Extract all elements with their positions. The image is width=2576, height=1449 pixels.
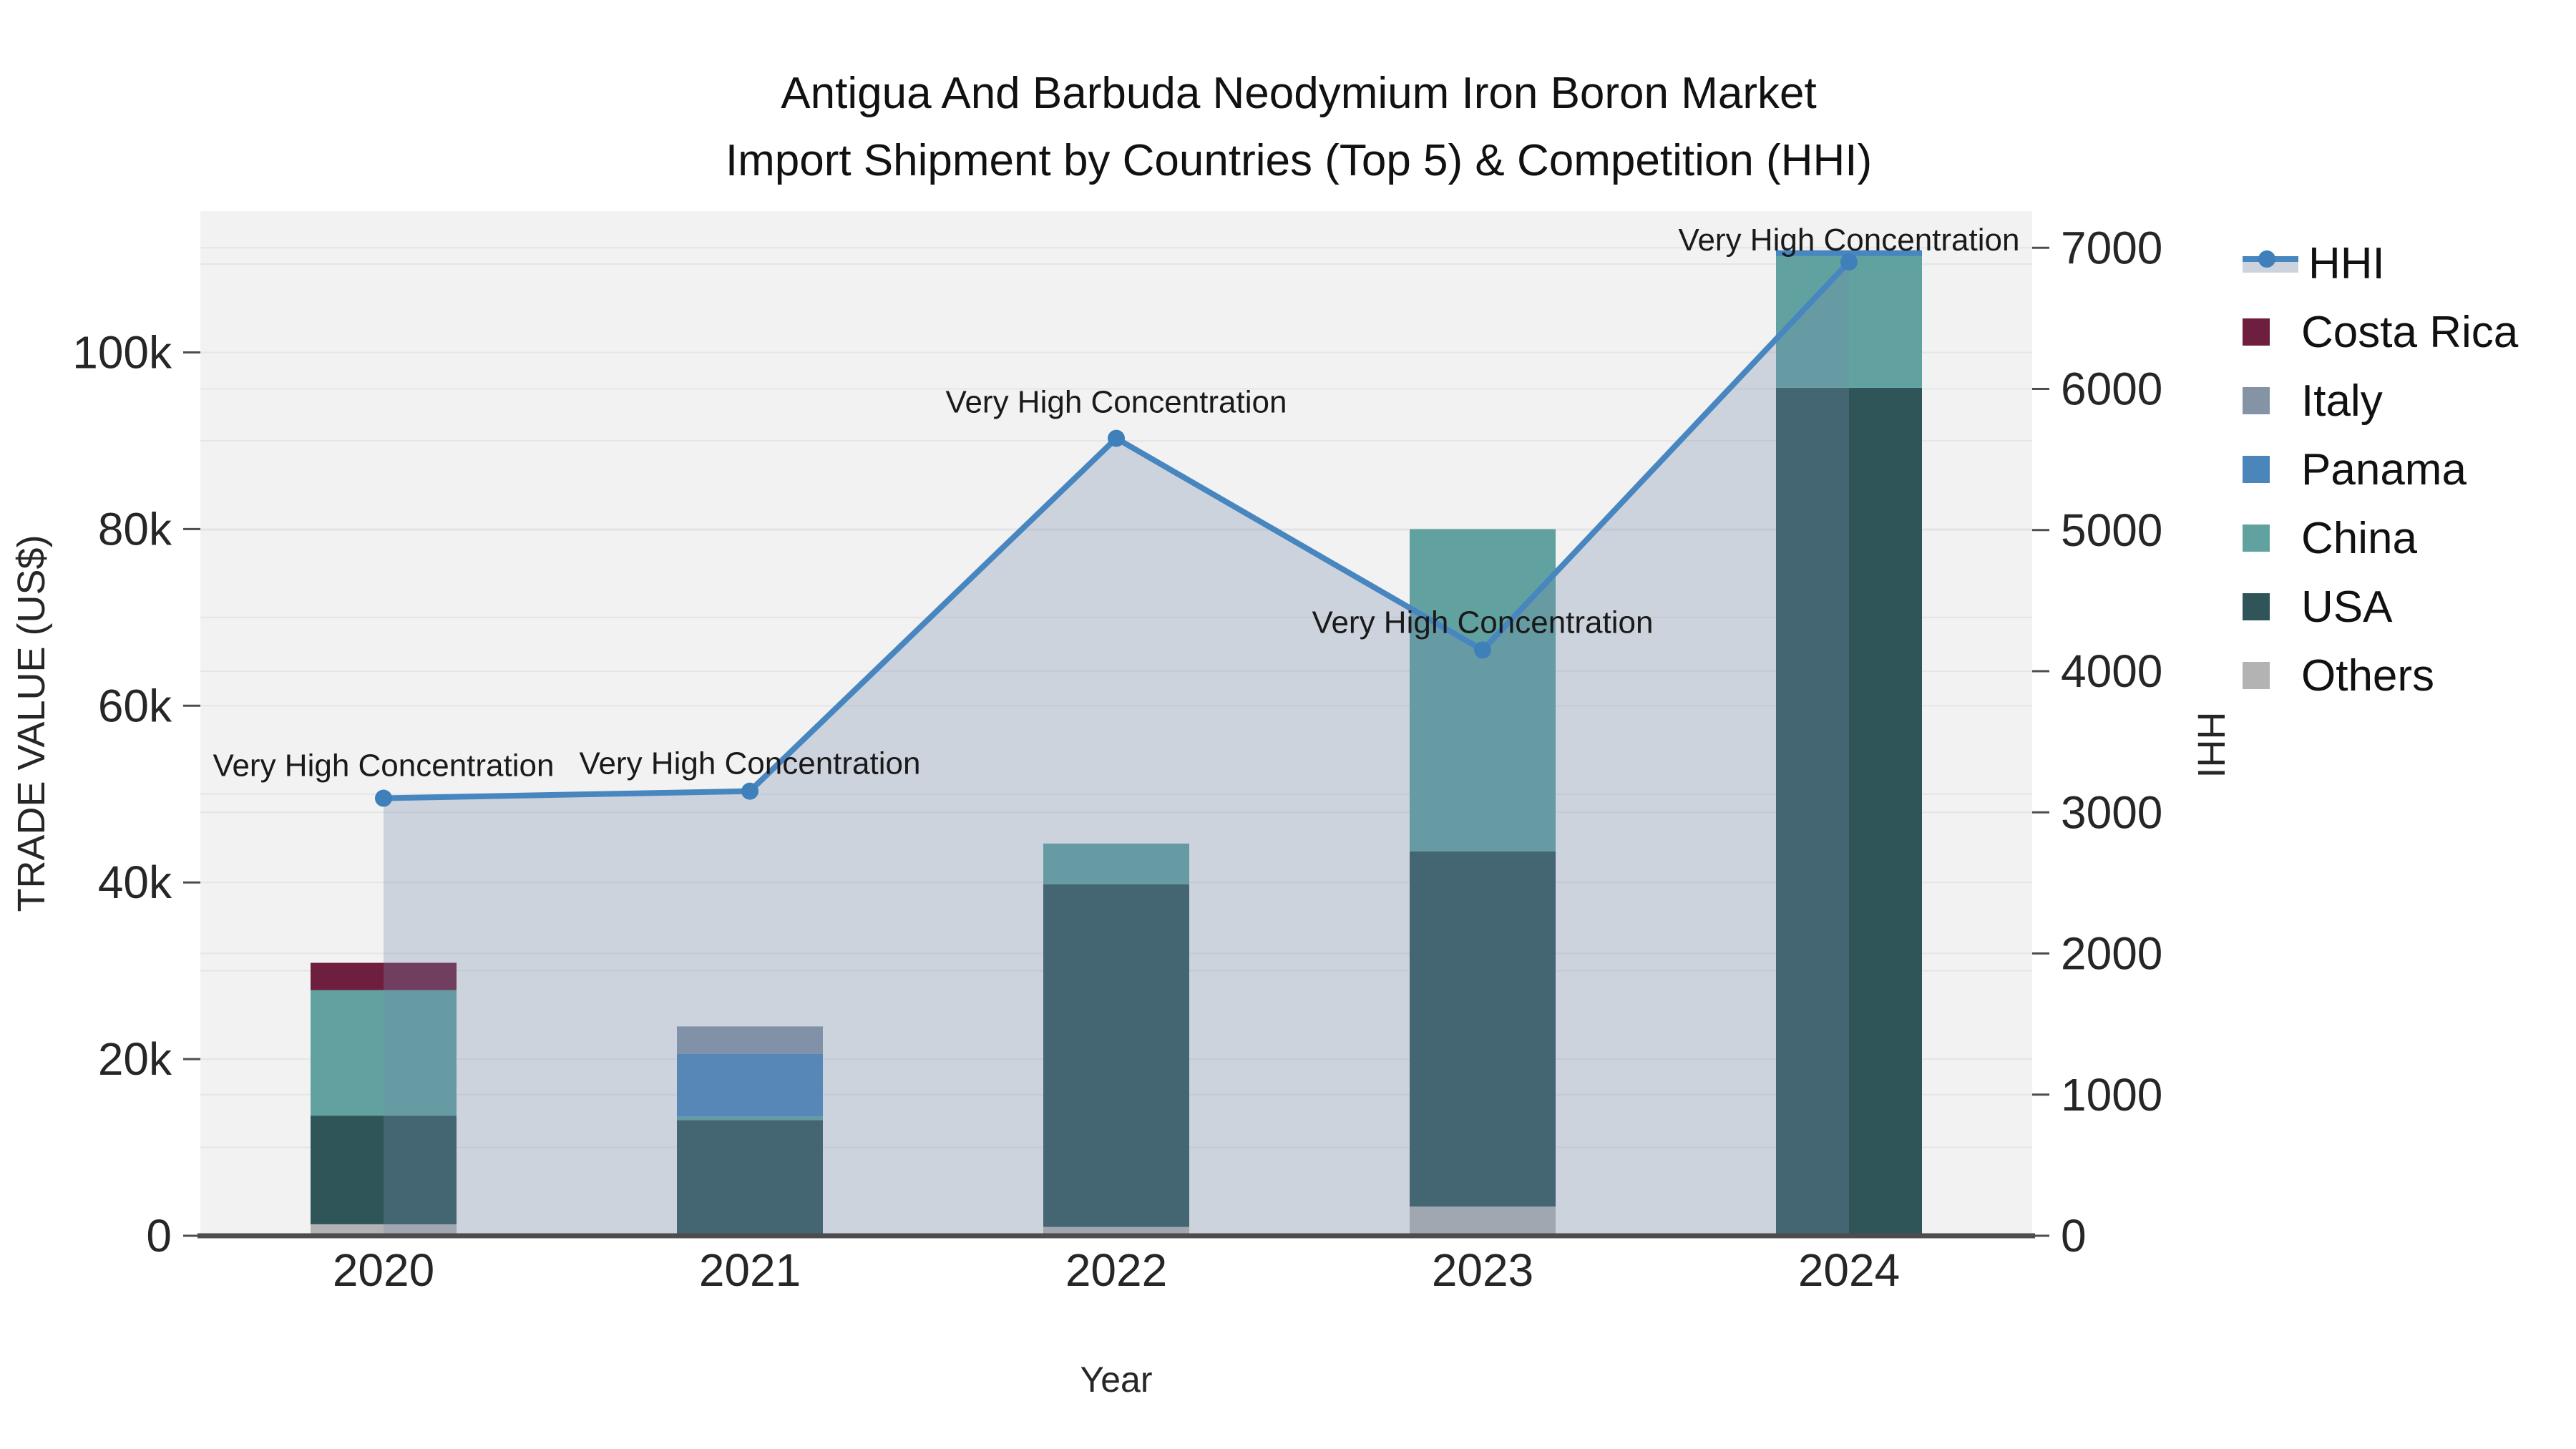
y-left-tick-label: 20k	[98, 1033, 172, 1085]
bar-segment-costa-rica-2020[interactable]	[311, 962, 457, 990]
bar-segment-usa-2021[interactable]	[677, 1120, 823, 1236]
hhi-point-2022[interactable]	[1108, 429, 1125, 447]
legend-label-italy: Italy	[2301, 376, 2383, 426]
panama-swatch	[2243, 456, 2270, 483]
annotation-2022: Very High Concentration	[946, 385, 1287, 420]
costa-rica-swatch	[2243, 318, 2270, 346]
hhi-point-2023[interactable]	[1474, 641, 1491, 659]
annotation-2023: Very High Concentration	[1312, 605, 1654, 640]
bar-segment-others-2020[interactable]	[311, 1224, 457, 1236]
y-left-tick-label: 60k	[98, 680, 172, 731]
bar-segment-china-2023[interactable]	[1410, 529, 1556, 852]
y-right-axis-title: HHI	[2190, 712, 2233, 779]
y-right-tick-label: 7000	[2061, 222, 2162, 273]
hhi-point-2020[interactable]	[375, 789, 392, 807]
hhi-line-swatch	[2243, 248, 2298, 278]
hhi-area-fill	[384, 262, 1849, 1236]
bar-segment-usa-2024[interactable]	[1776, 387, 1922, 1236]
bar-segment-china-2020[interactable]	[311, 990, 457, 1116]
y-left-axis-title: TRADE VALUE (US$)	[10, 535, 53, 912]
y-left-tick-label: 0	[146, 1210, 172, 1262]
bar-segment-italy-2021[interactable]	[677, 1026, 823, 1054]
legend-label-others: Others	[2301, 650, 2435, 701]
y-right-tick-label: 6000	[2061, 364, 2162, 415]
hhi-point-2021[interactable]	[741, 782, 758, 800]
chart-title: Antigua And Barbuda Neodymium Iron Boron…	[0, 60, 2576, 195]
y-right-tick-label: 2000	[2061, 928, 2162, 980]
x-tick-label-2022: 2022	[1065, 1244, 1167, 1296]
bar-segment-panama-2021[interactable]	[677, 1053, 823, 1117]
x-axis-title: Year	[1080, 1360, 1152, 1400]
y-right-tick-label: 4000	[2061, 645, 2162, 697]
annotation-2021: Very High Concentration	[580, 746, 921, 781]
bar-segment-usa-2020[interactable]	[311, 1116, 457, 1224]
chart-title-line1: Antigua And Barbuda Neodymium Iron Boron…	[781, 69, 1817, 118]
legend-label-hhi: HHI	[2308, 238, 2385, 288]
y-right-tick-label: 5000	[2061, 504, 2162, 556]
y-right-tick-label: 3000	[2061, 786, 2162, 838]
legend: HHI Costa Rica Italy Panama China USA Ot…	[2243, 229, 2518, 710]
bar-segment-china-2021[interactable]	[677, 1116, 823, 1121]
legend-item-italy[interactable]: Italy	[2243, 366, 2518, 435]
legend-label-china: China	[2301, 513, 2417, 563]
y-left-tick-label: 100k	[72, 327, 172, 379]
legend-item-panama[interactable]: Panama	[2243, 435, 2518, 504]
chart-title-line2: Import Shipment by Countries (Top 5) & C…	[725, 136, 1873, 185]
y-left-tick-label: 80k	[98, 503, 172, 555]
x-tick-label-2021: 2021	[699, 1244, 801, 1296]
y-right-tick-label: 0	[2061, 1210, 2087, 1262]
bar-segment-usa-2023[interactable]	[1410, 852, 1556, 1207]
bar-segment-others-2023[interactable]	[1410, 1206, 1556, 1236]
others-swatch	[2243, 662, 2270, 689]
bar-segment-usa-2022[interactable]	[1043, 884, 1189, 1227]
legend-item-usa[interactable]: USA	[2243, 572, 2518, 641]
annotation-2024: Very High Concentration	[1679, 223, 2020, 258]
usa-swatch	[2243, 593, 2270, 620]
legend-item-others[interactable]: Others	[2243, 641, 2518, 710]
legend-item-hhi[interactable]: HHI	[2243, 229, 2518, 298]
legend-label-panama: Panama	[2301, 444, 2467, 494]
legend-label-costa-rica: Costa Rica	[2301, 307, 2519, 357]
hhi-dot-icon	[2258, 250, 2275, 268]
x-tick-label-2020: 2020	[333, 1244, 434, 1296]
china-swatch	[2243, 525, 2270, 552]
x-tick-label-2023: 2023	[1432, 1244, 1533, 1296]
x-tick-label-2024: 2024	[1798, 1244, 1900, 1296]
legend-item-costa-rica[interactable]: Costa Rica	[2243, 298, 2518, 366]
legend-item-china[interactable]: China	[2243, 504, 2518, 572]
y-right-tick-label: 1000	[2061, 1069, 2162, 1121]
legend-label-usa: USA	[2301, 582, 2393, 632]
bar-segment-china-2024[interactable]	[1776, 255, 1922, 388]
italy-swatch	[2243, 387, 2270, 414]
y-left-tick-label: 40k	[98, 857, 172, 908]
bar-segment-china-2022[interactable]	[1043, 843, 1189, 884]
annotation-2020: Very High Concentration	[213, 748, 555, 784]
hhi-point-2024[interactable]	[1840, 253, 1858, 271]
